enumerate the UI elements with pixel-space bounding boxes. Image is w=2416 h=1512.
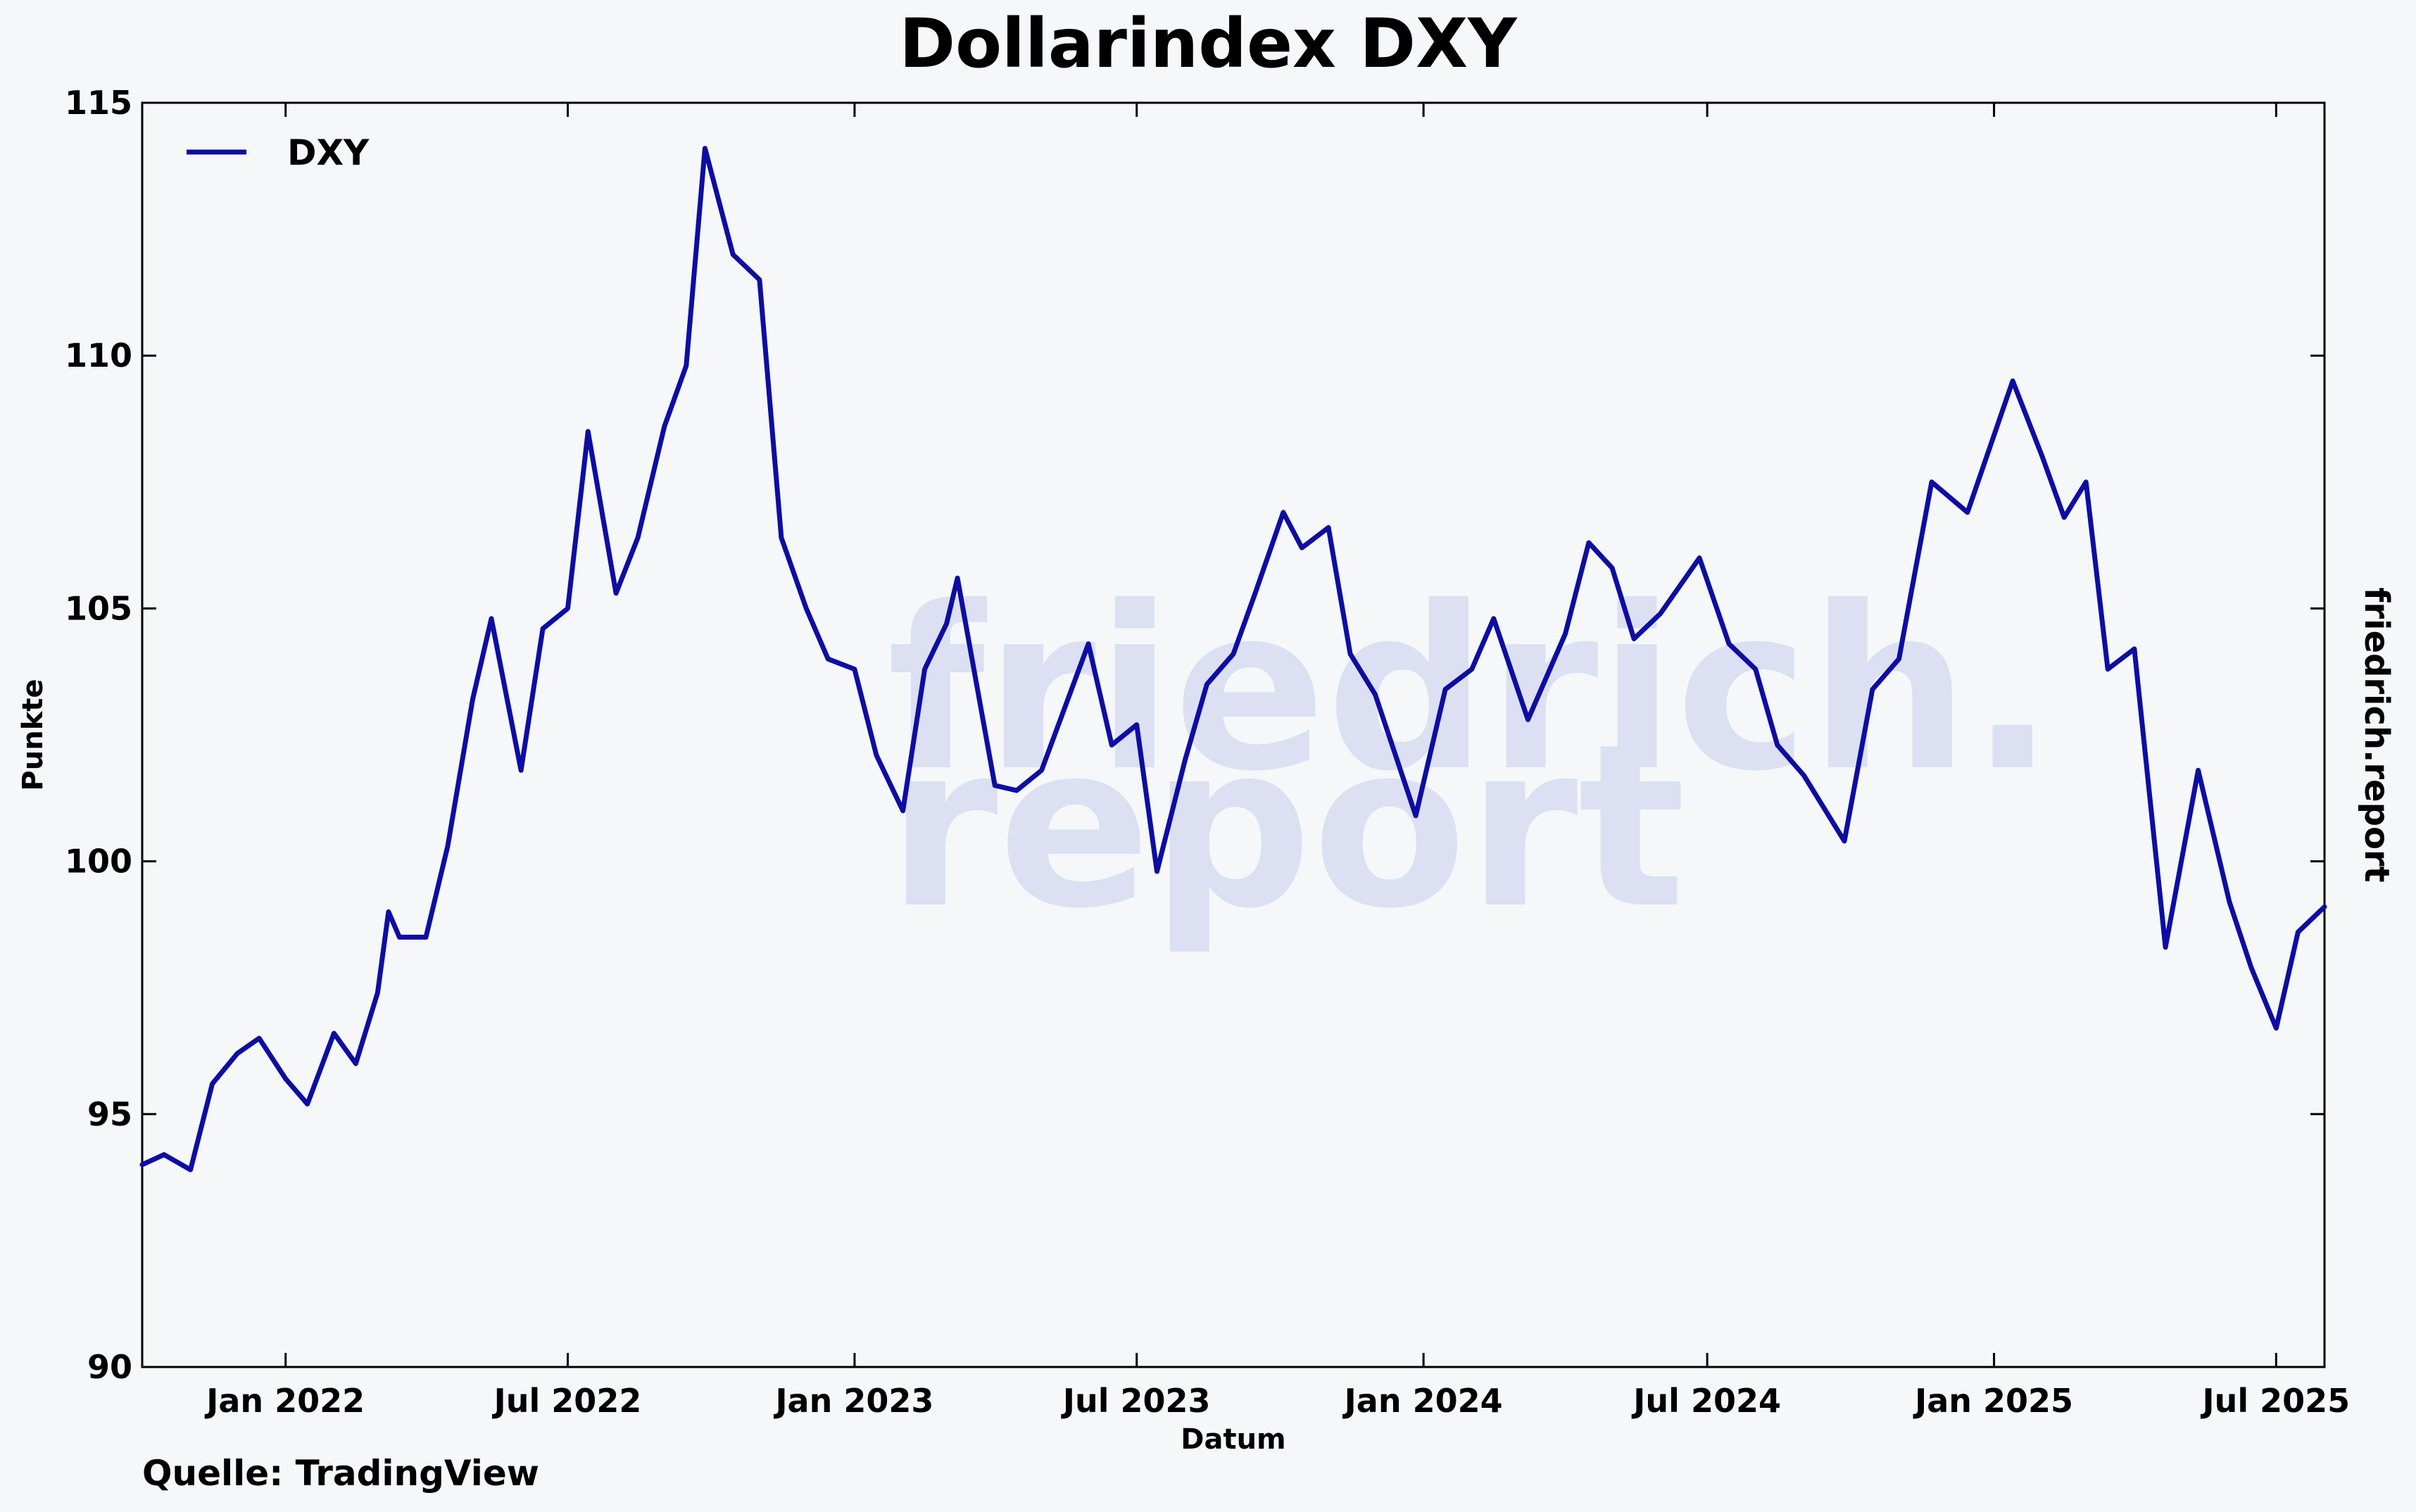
- x-tick-label: Jul 2023: [1061, 1382, 1211, 1420]
- x-tick-label: Jul 2025: [2201, 1382, 2351, 1420]
- x-tick-label: Jan 2023: [773, 1382, 933, 1420]
- watermark: friedrich. report: [887, 559, 2055, 958]
- series-layer: [139, 146, 2327, 1173]
- legend-label-dxy: DXY: [287, 132, 370, 173]
- x-axis-label: Datum: [1181, 1423, 1285, 1456]
- y-tick-label: 90: [87, 1348, 132, 1386]
- x-tick-label: Jul 2022: [492, 1382, 642, 1420]
- brand-label: friedrich.report: [2357, 587, 2396, 882]
- source-note: Quelle: TradingView: [142, 1453, 539, 1494]
- watermark-line-1: friedrich.: [887, 559, 2055, 821]
- x-axis: Jan 2022 Jul 2022 Jan 2023 Jul 2023 Jan 2024…: [204, 103, 2350, 1420]
- chart-title: Dollarindex DXY: [899, 4, 1518, 83]
- x-tick-label: Jul 2024: [1631, 1382, 1781, 1420]
- y-tick-label: 110: [65, 336, 132, 374]
- y-axis: 90 95 100 105 110 115: [65, 84, 2324, 1386]
- y-tick-label: 105: [65, 589, 132, 627]
- y-axis-label: Punkte: [17, 679, 49, 790]
- legend: DXY: [187, 132, 370, 173]
- y-tick-label: 115: [65, 84, 132, 122]
- watermark-line-2: report: [887, 696, 1686, 958]
- y-tick-label: 100: [65, 843, 132, 881]
- x-tick-label: Jan 2025: [1913, 1382, 2073, 1420]
- x-tick-label: Jan 2024: [1342, 1382, 1503, 1420]
- y-tick-label: 95: [87, 1095, 132, 1133]
- plot-frame: [141, 101, 2326, 1368]
- x-tick-label: Jan 2022: [204, 1382, 365, 1420]
- series-line-dxy: [139, 146, 2327, 1173]
